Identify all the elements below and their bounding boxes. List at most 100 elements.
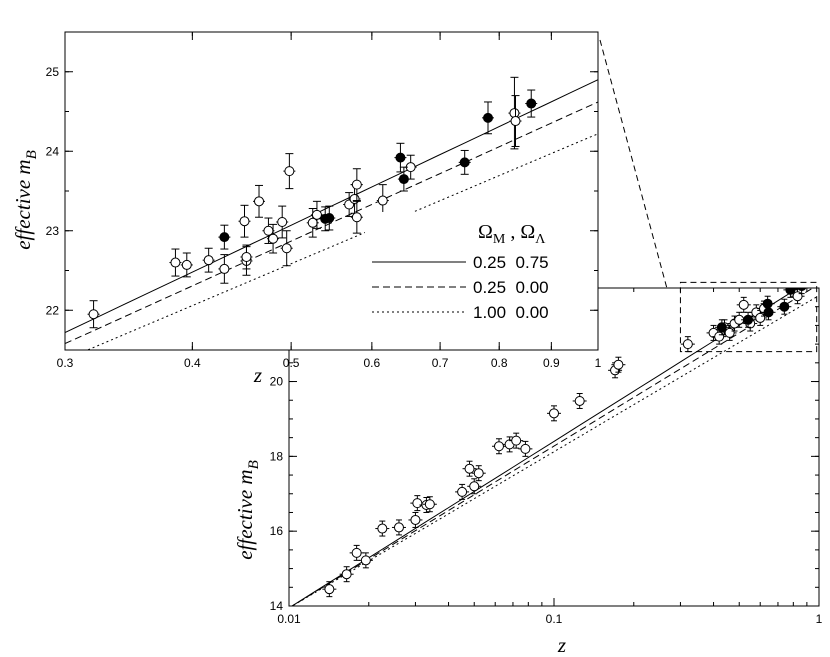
inset-open-point xyxy=(310,200,323,229)
main-filled-point xyxy=(714,319,729,336)
inset-marker xyxy=(349,193,360,204)
inset-marker xyxy=(284,166,295,177)
main-marker xyxy=(797,288,807,292)
main-marker xyxy=(360,555,371,566)
main-x-tick-label: 1 xyxy=(816,612,823,626)
main-y-axis-label-main: effective m xyxy=(233,469,257,559)
inset-marker xyxy=(324,213,335,224)
inset-x-tick-label: 0.5 xyxy=(283,356,300,370)
main-marker xyxy=(324,584,335,595)
legend-header-omega-lambda: Ω xyxy=(520,221,535,243)
inset-x-tick-label: 0.9 xyxy=(543,356,560,370)
main-marker xyxy=(743,314,754,325)
main-open-point xyxy=(491,438,506,455)
inset-marker xyxy=(526,98,537,109)
inset-y-tick-label: 22 xyxy=(46,303,60,317)
inset-x-axis-label: z xyxy=(253,363,262,387)
inset-open-point xyxy=(283,153,296,190)
inset-marker xyxy=(459,157,470,168)
main-curve-dashed xyxy=(291,288,814,606)
inset-marker xyxy=(254,196,265,207)
legend-label-solid: 0.25 0.75 xyxy=(473,253,549,272)
main-y-tick-label: 18 xyxy=(270,449,284,463)
main-y-tick-label: 20 xyxy=(270,375,284,389)
inset-marker xyxy=(377,195,388,206)
inset-y-axis-label-main: effective m xyxy=(11,159,35,249)
main-marker xyxy=(613,359,624,370)
main-open-point xyxy=(339,566,354,583)
legend: ΩM , ΩΛ 0.25 0.75 0.25 0.00 1.00 0.00 xyxy=(365,212,585,332)
main-marker xyxy=(716,322,727,333)
inset-curve-dotted xyxy=(86,133,598,350)
legend-background xyxy=(365,212,585,332)
inset-open-point xyxy=(87,300,100,329)
inset-marker xyxy=(351,179,362,190)
inset-filled-point xyxy=(482,101,495,135)
inset-x-tick-label: 1 xyxy=(595,356,602,370)
main-open-point xyxy=(509,432,524,449)
inset-marker xyxy=(395,152,406,163)
inset-filled-point xyxy=(323,205,336,231)
inset-open-point xyxy=(267,223,280,254)
inset-marker xyxy=(277,217,288,228)
main-open-point xyxy=(572,393,587,409)
legend-header-omega-m: Ω xyxy=(478,221,493,243)
inset-curve-dashed xyxy=(65,101,598,345)
main-marker xyxy=(412,498,423,509)
main-marker xyxy=(738,299,749,310)
main-filled-point xyxy=(761,304,776,321)
inset-marker xyxy=(241,251,252,262)
inset-panel: 0.3 0.4 0.5 0.6 0.7 0.8 0.9 1 22 23 24 25 z effecti… xyxy=(11,31,602,387)
inset-marker xyxy=(219,263,230,274)
main-marker xyxy=(779,301,790,312)
main-marker xyxy=(520,443,531,454)
main-open-point xyxy=(518,440,533,457)
inset-marker xyxy=(398,174,409,185)
inset-axes: 0.3 0.4 0.5 0.6 0.7 0.8 0.9 1 22 23 24 25 xyxy=(46,31,602,370)
inset-marker xyxy=(268,233,279,244)
main-open-point xyxy=(322,581,337,598)
main-marker xyxy=(424,499,435,510)
inset-y-tick-label: 24 xyxy=(46,144,60,158)
main-x-axis-label: z xyxy=(557,633,566,657)
inset-open-point xyxy=(240,244,253,270)
main-open-point xyxy=(391,519,406,536)
inset-marker xyxy=(263,225,274,236)
main-open-point xyxy=(375,520,390,537)
main-filled-point xyxy=(797,288,807,295)
main-filled-point xyxy=(777,298,792,315)
main-open-point xyxy=(722,324,737,341)
main-marker xyxy=(393,522,404,533)
inset-x-tick-label: 0.6 xyxy=(364,356,381,370)
inset-marker xyxy=(281,243,292,254)
inset-open-point xyxy=(508,76,521,150)
main-marker xyxy=(574,395,585,406)
inset-x-tick-label: 0.3 xyxy=(57,356,74,370)
inset-open-point xyxy=(280,230,293,267)
inset-marker xyxy=(510,116,521,127)
main-open-point xyxy=(422,496,437,513)
inset-open-point xyxy=(218,254,231,284)
inset-y-axis-label-sub: B xyxy=(24,150,40,159)
inset-marker xyxy=(203,255,214,266)
inset-open-point xyxy=(404,154,417,180)
inset-marker xyxy=(88,309,99,320)
legend-header-sub-lambda: Λ xyxy=(535,232,546,247)
main-y-axis-label-sub: B xyxy=(246,460,262,469)
inset-marker xyxy=(170,257,181,268)
inset-marker xyxy=(219,232,230,243)
main-data-points xyxy=(322,288,807,598)
main-marker xyxy=(473,468,484,479)
main-open-point xyxy=(611,356,626,373)
main-filled-point xyxy=(783,288,798,298)
main-marker xyxy=(511,435,522,446)
zoom-box xyxy=(679,281,818,353)
main-marker xyxy=(755,312,766,323)
inset-filled-point xyxy=(218,224,231,250)
main-y-tick-label: 16 xyxy=(270,524,284,538)
main-marker xyxy=(763,307,774,318)
inset-x-tick-label: 0.8 xyxy=(491,356,508,370)
main-open-point xyxy=(547,405,561,422)
inset-marker xyxy=(351,212,362,223)
